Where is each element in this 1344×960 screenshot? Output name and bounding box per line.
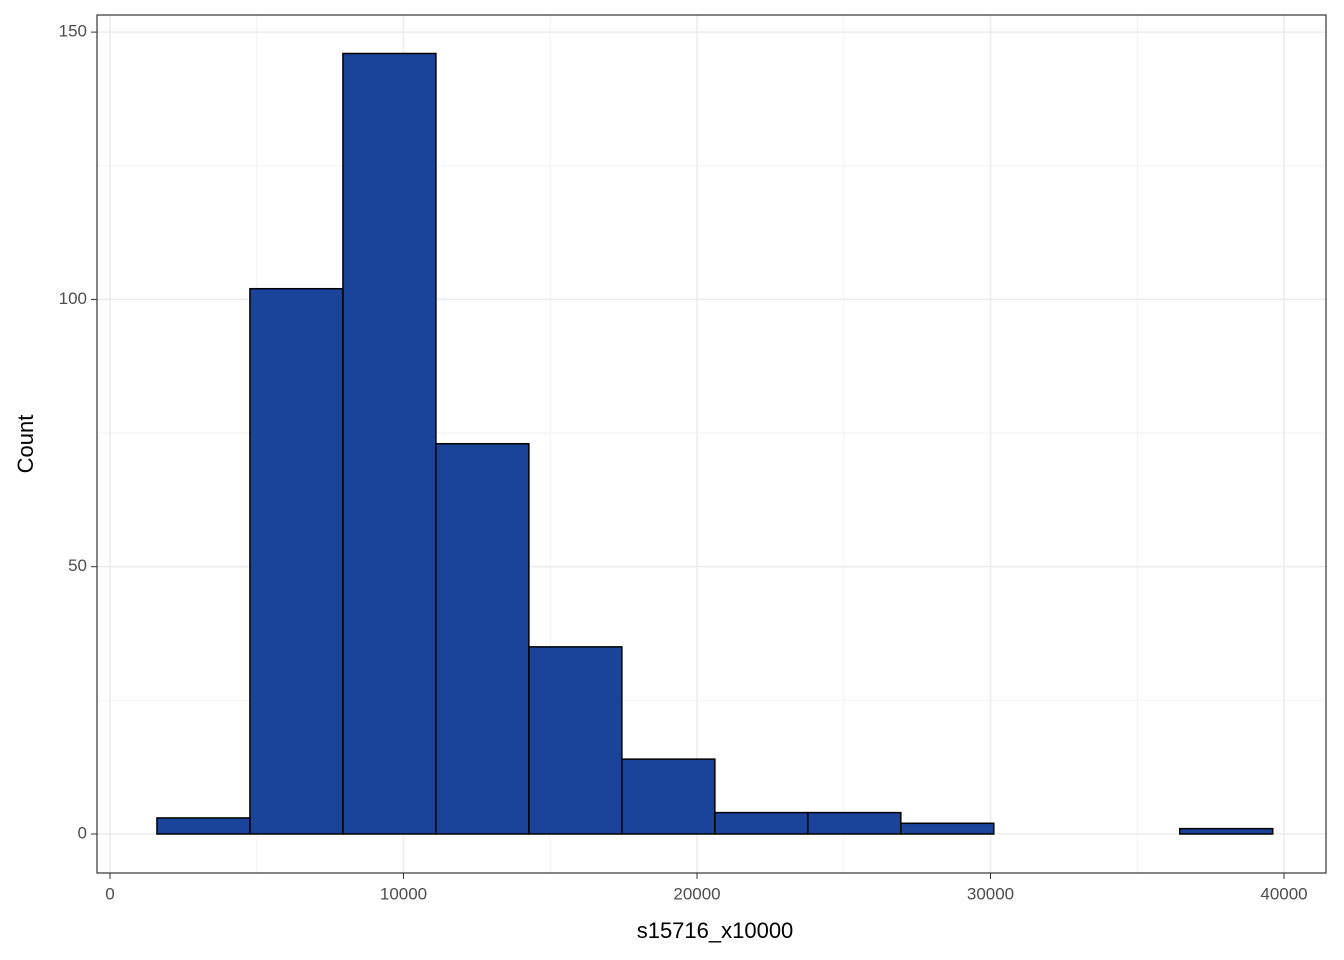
- y-tick-label: 150: [59, 22, 87, 41]
- bar: [714, 811, 809, 835]
- plot-border: [96, 14, 1327, 874]
- bar: [435, 442, 530, 835]
- y-tick-label: 0: [78, 823, 87, 842]
- bar: [621, 758, 716, 835]
- y-tick-label: 100: [59, 289, 87, 308]
- bar: [156, 817, 251, 835]
- y-tick-label: 50: [68, 556, 87, 575]
- x-tick-label: 20000: [673, 884, 720, 903]
- y-axis-title: Count: [13, 415, 38, 474]
- x-axis-title: s15716_x10000: [637, 918, 794, 943]
- bar: [249, 287, 344, 835]
- bar: [528, 646, 623, 835]
- bar: [807, 811, 902, 835]
- bar: [900, 822, 995, 835]
- x-tick-label: 10000: [380, 884, 427, 903]
- x-tick-label: 40000: [1260, 884, 1307, 903]
- x-tick-label: 30000: [967, 884, 1014, 903]
- bar: [342, 52, 437, 835]
- x-tick-label: 0: [105, 884, 114, 903]
- bar: [1178, 827, 1274, 835]
